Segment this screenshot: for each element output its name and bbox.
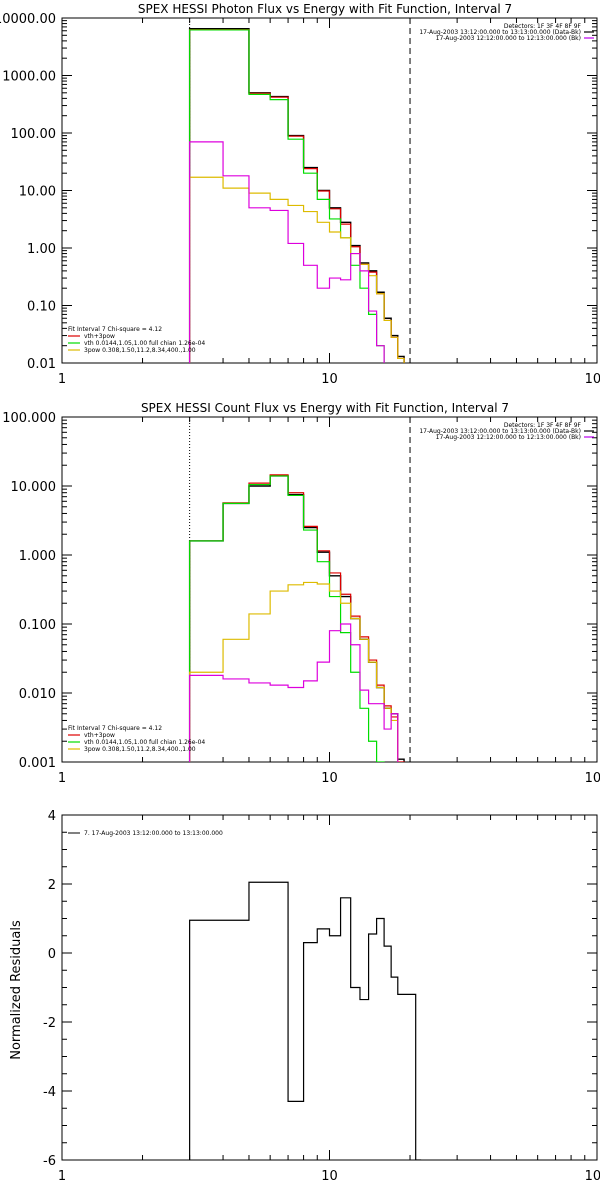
count-x-tick-label: 10 [321,771,338,786]
residual-x-tick-label: 1 [58,1169,66,1184]
count-y-tick-label: 100.000 [2,411,56,426]
photon-series-4-step-line [189,141,385,363]
photon-legend-text: vth 0.0144,1.05,1.00 full chian 1.26e-04 [84,340,205,347]
photon-header-line: Detectors: 1F 3F 4F 8F 9F [504,23,582,30]
photon-y-tick-label: 1000.00 [2,70,56,85]
count-plot-title: SPEX HESSI Count Flux vs Energy with Fit… [141,401,509,415]
count-header-line: 17-Aug-2003 12:12:00.000 to 12:13:00.000… [436,434,581,441]
photon-x-tick-label: 100 [585,372,600,387]
photon-series-3-step-line [189,176,405,363]
count-y-tick-label: 1.000 [19,549,56,564]
count-header-line: 17-Aug-2003 13:12:00.000 to 13:13:00.000… [419,428,581,435]
residual-plot-frame [61,814,598,1161]
count-y-tick-label: 0.001 [19,756,56,771]
count-plot-group: 1 10 100 0.001 0.010 0.100 1.000 10.000 100.000 D… [2,411,600,786]
count-y-tick-label: 0.010 [19,687,56,702]
photon-series-group [188,28,405,363]
count-x-tick-label: 100 [585,771,600,786]
residual-y-tick-label: 4 [48,809,56,824]
count-y-tick-label: 0.100 [19,618,56,633]
photon-plot-title: SPEX HESSI Photon Flux vs Energy with Fi… [138,2,512,16]
residual-series-0-step-line [189,881,422,1160]
residual-legend-text: 7. 17-Aug-2003 13:12:00.000 to 13:13:00.… [84,830,223,837]
residual-y-tick-label: -2 [43,1016,56,1031]
count-header-line: Detectors: 1F 3F 4F 8F 9F [504,422,582,429]
count-series-4-step-line [189,623,399,762]
photon-y-tick-label: 0.10 [27,300,56,315]
residual-y-tick-label: -4 [43,1085,56,1100]
residual-x-tick-label: 100 [585,1169,600,1184]
photon-plot-group: 1 10 100 0.01 0.10 1.00 10.00 100.00 1000.00 1000… [0,12,600,387]
residual-series-group [189,881,422,1160]
photon-y-tick-label: 100.00 [11,127,57,142]
count-series-2-step-line [189,475,385,762]
count-series-1-step-line [189,474,405,762]
count-x-tick-label: 1 [58,771,66,786]
photon-header-line: 17-Aug-2003 12:12:00.000 to 12:13:00.000… [436,35,581,42]
photon-series-0-step-line [188,28,405,363]
photon-legend-text: 3pow 0.308,1.50,11.2,8.34,400.,1.00 [84,347,196,354]
residual-x-tick-label: 10 [321,1169,338,1184]
residual-y-tick-label: 0 [48,947,56,962]
photon-x-tick-label: 10 [321,372,338,387]
residual-y-tick-label: 2 [48,878,56,893]
count-y-tick-label: 10.000 [11,480,57,495]
residual-y-tick-label: -6 [43,1154,56,1169]
count-legend-text: vth+3pow [84,732,115,739]
photon-series-2-step-line [189,29,385,363]
photon-legend-heading: Fit Interval 7 Chi-square = 4.12 [68,326,162,333]
photon-x-tick-label: 1 [58,372,66,387]
count-series-3-step-line [189,581,399,762]
photon-series-1-step-line [189,28,405,363]
count-series-0-step-line [188,475,405,762]
residual-plot-group: 1 10 100 -6 -4 -2 0 2 4 7. 17-Aug-2003 13:12:00.0… [43,809,600,1184]
count-legend-text: vth 0.0144,1.05,1.00 full chian 1.26e-04 [84,739,205,746]
photon-header-line: 17-Aug-2003 13:12:00.000 to 13:13:00.000… [419,29,581,36]
count-legend-text: 3pow 0.308,1.50,11.2,8.34,400.,1.00 [84,746,196,753]
photon-y-tick-label: 0.01 [27,357,56,372]
photon-y-tick-label: 10.00 [19,185,56,200]
count-series-group [188,474,405,762]
residual-y-axis-label: Normalized Residuals [9,920,24,1060]
photon-legend-text: vth+3pow [84,333,115,340]
photon-y-tick-label: 10000.00 [0,12,56,27]
photon-y-tick-label: 1.00 [27,242,56,257]
count-legend-heading: Fit Interval 7 Chi-square = 4.12 [68,725,162,732]
